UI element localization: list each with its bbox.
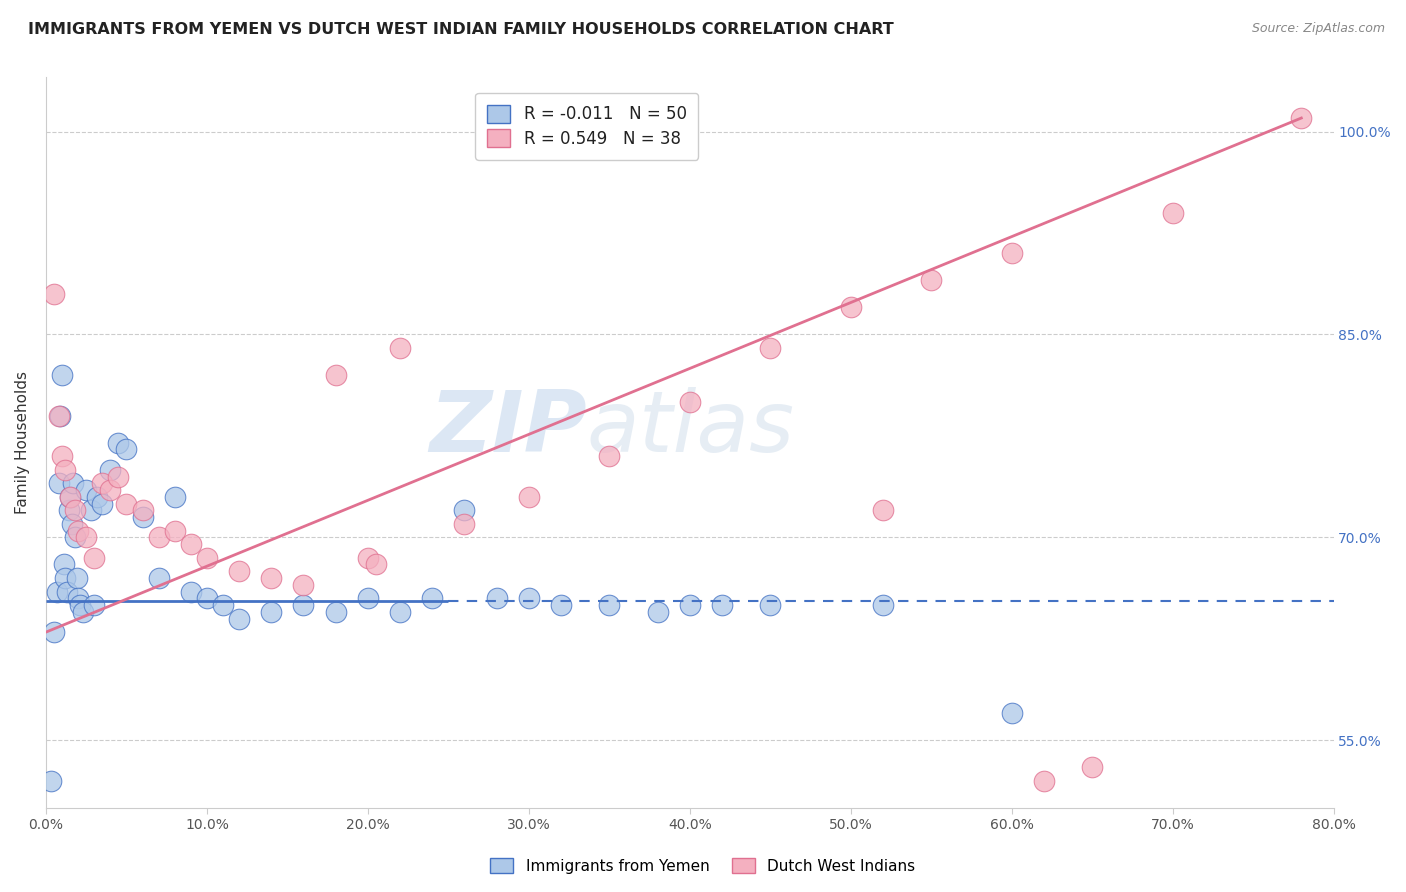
Point — [42, 286, 65, 301]
Point — [53, 571, 76, 585]
Point — [163, 490, 186, 504]
Point — [86, 490, 108, 504]
Text: atlas: atlas — [586, 386, 794, 469]
Point — [517, 490, 540, 504]
Point — [517, 591, 540, 606]
Point — [49, 409, 72, 423]
Point — [52, 558, 75, 572]
Point — [51, 368, 73, 382]
Text: IMMIGRANTS FROM YEMEN VS DUTCH WEST INDIAN FAMILY HOUSEHOLDS CORRELATION CHART: IMMIGRANTS FROM YEMEN VS DUTCH WEST INDI… — [28, 22, 894, 37]
Point — [58, 503, 80, 517]
Point — [228, 564, 250, 578]
Point — [1081, 760, 1104, 774]
Point — [195, 550, 218, 565]
Point — [67, 591, 90, 606]
Point — [56, 584, 79, 599]
Point — [1001, 706, 1024, 721]
Point — [42, 625, 65, 640]
Point — [67, 524, 90, 538]
Point — [63, 530, 86, 544]
Point — [72, 605, 94, 619]
Point — [453, 503, 475, 517]
Point — [83, 598, 105, 612]
Point — [148, 530, 170, 544]
Point — [180, 537, 202, 551]
Point — [62, 476, 84, 491]
Point — [83, 550, 105, 565]
Point — [131, 510, 153, 524]
Point — [1001, 246, 1024, 260]
Point — [1032, 773, 1054, 788]
Point — [59, 490, 82, 504]
Point — [60, 516, 83, 531]
Point — [292, 598, 315, 612]
Point — [163, 524, 186, 538]
Point — [115, 442, 138, 457]
Point — [1291, 111, 1313, 125]
Point — [107, 469, 129, 483]
Point — [598, 449, 620, 463]
Point — [325, 368, 347, 382]
Point — [65, 571, 87, 585]
Point — [389, 605, 412, 619]
Text: Source: ZipAtlas.com: Source: ZipAtlas.com — [1251, 22, 1385, 36]
Point — [98, 483, 121, 497]
Point — [759, 598, 782, 612]
Point — [647, 605, 669, 619]
Point — [710, 598, 733, 612]
Point — [598, 598, 620, 612]
Point — [39, 773, 62, 788]
Point — [420, 591, 443, 606]
Point — [91, 476, 114, 491]
Point — [51, 449, 73, 463]
Point — [180, 584, 202, 599]
Point — [69, 598, 91, 612]
Point — [839, 301, 862, 315]
Point — [115, 497, 138, 511]
Point — [98, 463, 121, 477]
Point — [131, 503, 153, 517]
Point — [453, 516, 475, 531]
Point — [260, 605, 283, 619]
Point — [679, 598, 702, 612]
Legend: R = -0.011   N = 50, R = 0.549   N = 38: R = -0.011 N = 50, R = 0.549 N = 38 — [475, 93, 699, 160]
Point — [228, 611, 250, 625]
Point — [148, 571, 170, 585]
Point — [872, 598, 894, 612]
Point — [550, 598, 572, 612]
Point — [357, 591, 380, 606]
Point — [80, 503, 103, 517]
Point — [59, 490, 82, 504]
Point — [260, 571, 283, 585]
Point — [107, 435, 129, 450]
Point — [920, 273, 942, 287]
Point — [679, 395, 702, 409]
Text: ZIP: ZIP — [429, 386, 586, 469]
Y-axis label: Family Households: Family Households — [15, 371, 30, 514]
Point — [325, 605, 347, 619]
Legend: Immigrants from Yemen, Dutch West Indians: Immigrants from Yemen, Dutch West Indian… — [484, 852, 922, 880]
Point — [48, 409, 70, 423]
Point — [389, 341, 412, 355]
Point — [759, 341, 782, 355]
Point — [364, 558, 387, 572]
Point — [48, 476, 70, 491]
Point — [357, 550, 380, 565]
Point — [485, 591, 508, 606]
Point — [91, 497, 114, 511]
Point — [46, 584, 69, 599]
Point — [75, 483, 97, 497]
Point — [63, 503, 86, 517]
Point — [75, 530, 97, 544]
Point — [872, 503, 894, 517]
Point — [1161, 205, 1184, 219]
Point — [292, 578, 315, 592]
Point — [212, 598, 235, 612]
Point — [195, 591, 218, 606]
Point — [53, 463, 76, 477]
